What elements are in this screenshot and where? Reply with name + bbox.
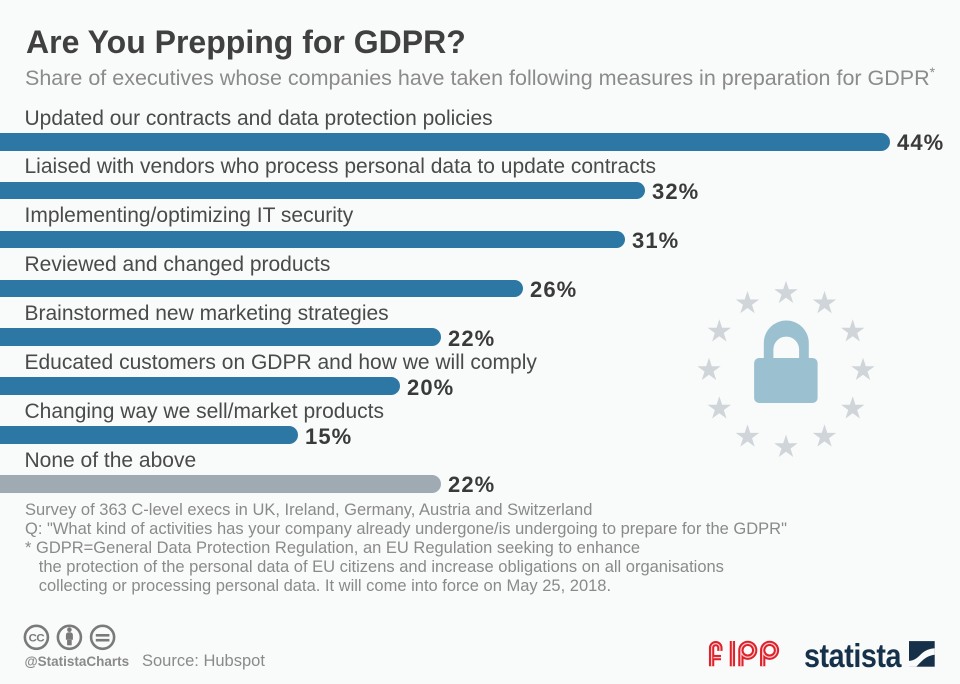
- svg-text:CC: CC: [29, 632, 45, 644]
